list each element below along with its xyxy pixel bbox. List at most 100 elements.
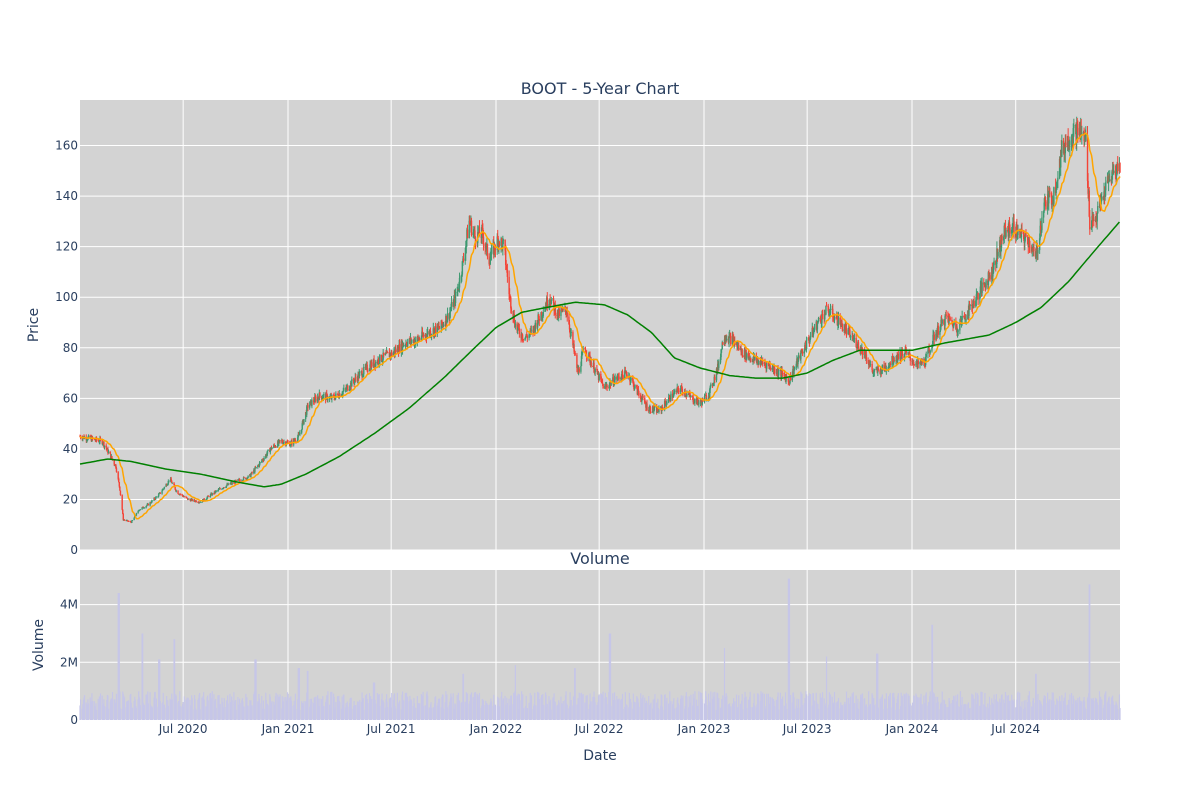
candle-up [149, 502, 151, 506]
candle-up [151, 500, 153, 503]
candle-down [697, 398, 699, 402]
candle-down [174, 487, 176, 490]
candle-down [275, 446, 277, 448]
candle-down [693, 402, 695, 404]
candle-down [568, 324, 571, 330]
volume-bar [570, 699, 572, 720]
candle-up [171, 482, 174, 484]
volume-bar [315, 696, 317, 720]
candle-down [983, 282, 985, 285]
candle-up [218, 489, 220, 490]
volume-bar [403, 700, 405, 720]
candle-down [1091, 215, 1094, 222]
volume-bar [718, 698, 720, 720]
volume-bar [391, 692, 393, 720]
volume-bar [223, 698, 225, 720]
candle-down [1029, 246, 1031, 248]
candle-up [456, 291, 458, 293]
candle-down [489, 264, 491, 265]
candle-down [1089, 216, 1091, 230]
candle-down [441, 320, 443, 325]
volume-bar [275, 692, 277, 720]
candle-down [115, 464, 117, 469]
candle-down [732, 337, 735, 345]
volume-bar [590, 701, 592, 720]
candle-up [758, 361, 760, 365]
candle-up [803, 351, 805, 354]
candle-up [936, 332, 938, 338]
candle-up [844, 326, 847, 333]
candle-down [650, 411, 652, 413]
volume-bar [614, 699, 616, 720]
candle-up [461, 274, 463, 277]
candle-down [123, 519, 126, 521]
volume-bar [877, 707, 879, 720]
volume-bar [359, 699, 361, 720]
candle-up [900, 357, 902, 360]
candle-up [490, 255, 492, 259]
candle-up [1055, 189, 1057, 194]
volume-bar [749, 691, 751, 720]
candle-down [956, 326, 958, 333]
candle-up [91, 436, 93, 442]
candle-up [146, 504, 148, 506]
volume-plot-area [80, 570, 1120, 720]
candle-up [359, 372, 361, 374]
volume-bar [283, 697, 285, 720]
volume-bar [454, 704, 457, 720]
candle-down [1028, 239, 1031, 247]
candle-down [889, 363, 892, 365]
volume-bar [829, 694, 832, 720]
candle-down [107, 448, 109, 454]
candle-up [952, 324, 955, 328]
candle-down [943, 319, 945, 325]
volume-bar [589, 693, 591, 720]
candle-down [642, 396, 644, 398]
candle-down [937, 325, 939, 335]
candle-down [238, 479, 241, 481]
volume-bar [534, 705, 536, 720]
candle-up [828, 313, 831, 316]
candle-down [849, 329, 851, 338]
candle-down [549, 300, 551, 303]
candle-up [1008, 221, 1010, 237]
candle-up [598, 373, 600, 380]
volume-bar [933, 693, 935, 720]
candle-up [151, 500, 154, 502]
candle-up [222, 488, 224, 490]
volume-bar [351, 708, 353, 720]
candle-down [636, 385, 638, 388]
candle-up [1016, 235, 1019, 237]
volume-bar [143, 704, 145, 720]
candle-up [87, 435, 90, 438]
candle-down [94, 438, 96, 441]
candle-up [325, 393, 327, 401]
volume-bar [298, 668, 300, 720]
volume-bar [171, 699, 173, 720]
candle-up [726, 338, 728, 340]
volume-bar [612, 693, 614, 720]
candle-up [569, 332, 572, 334]
volume-bar [219, 703, 221, 720]
volume-bar [904, 694, 906, 720]
volume-bar [482, 700, 485, 720]
volume-bar [873, 705, 875, 720]
candle-up [724, 339, 727, 342]
candle-up [489, 258, 492, 265]
candle-down [377, 359, 380, 364]
candle-down [933, 334, 935, 340]
candle-up [694, 398, 696, 403]
candle-up [169, 480, 171, 482]
candle-down [474, 230, 476, 237]
volume-bar [869, 703, 871, 720]
candle-down [855, 338, 857, 348]
candle-down [506, 268, 508, 270]
volume-bar [881, 694, 883, 720]
volume-bar [323, 706, 325, 720]
candle-down [127, 521, 130, 522]
candle-down [848, 329, 851, 330]
volume-bar [746, 707, 748, 720]
candle-up [528, 333, 531, 335]
volume-bar [849, 696, 852, 720]
volume-bar [1017, 691, 1019, 720]
